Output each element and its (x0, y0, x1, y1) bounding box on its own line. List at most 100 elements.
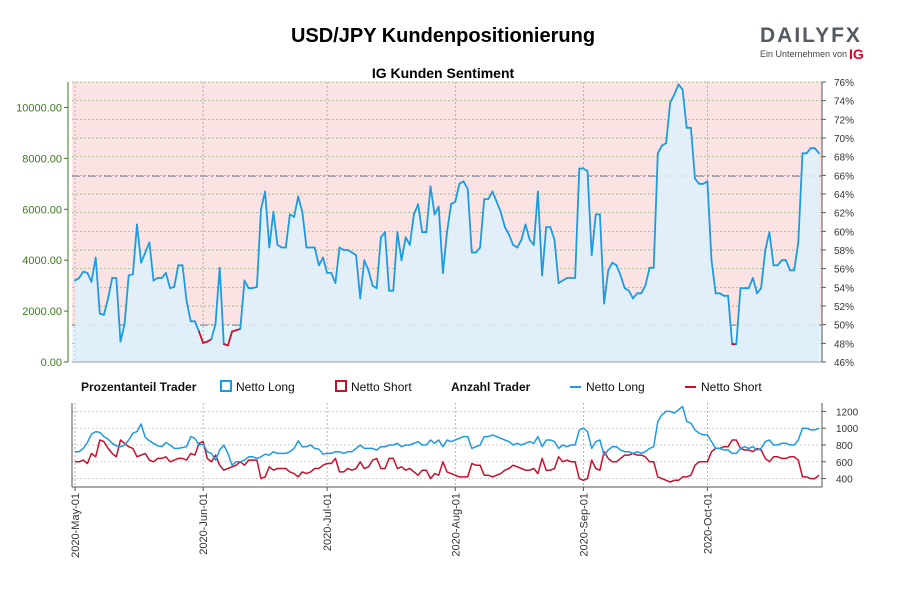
price-segment-long (293, 195, 300, 218)
price-segment-long (797, 152, 804, 244)
price-segment-long (148, 241, 155, 282)
price-segment-long (776, 259, 783, 267)
tick-label-right: 60% (834, 227, 854, 238)
legend-label-long-count: Netto Long (586, 380, 645, 394)
price-segment-long (619, 274, 626, 290)
main-panel: 46% 48% 50% 52% 54% 56% 58% 60% 62% 64% 66% 68% 70% 7… (16, 78, 854, 369)
price-segment-long (210, 322, 217, 341)
price-segment-long (185, 299, 192, 323)
legend-label-short: Netto Short (351, 380, 412, 394)
price-segment-long (417, 203, 424, 234)
tick-label-right: 46% (834, 358, 854, 369)
price-segment-long (549, 226, 556, 241)
price-segment-long (603, 269, 610, 305)
price-segment-long (355, 254, 362, 300)
price-segment-long (140, 251, 147, 264)
price-segment-long (268, 210, 275, 249)
price-segment-short (198, 330, 205, 344)
price-segment-long (193, 320, 200, 333)
legend: Prozentanteil Trader Netto Long Netto Shor… (81, 380, 762, 394)
legend-heading-percent: Prozentanteil Trader (81, 380, 197, 394)
price-segment-long (503, 226, 510, 236)
price-segment-long (255, 208, 262, 288)
price-segment-long (408, 213, 415, 246)
price-segment-long (425, 185, 432, 234)
price-segment-long (793, 241, 800, 272)
tick-label-left: 10000.00 (16, 102, 62, 114)
legend-label-short-count: Netto Short (701, 380, 762, 394)
price-segment-long (90, 256, 97, 283)
tick-label-right: 72% (834, 115, 854, 126)
price-segment-long (94, 256, 101, 315)
logo-sub: Ein Unternehmen von (760, 49, 847, 59)
tick-label-right: 70% (834, 134, 854, 145)
tick-label-right: 64% (834, 190, 854, 201)
tick-label-right: 76% (834, 78, 854, 89)
price-segment-long (131, 223, 138, 276)
price-segment-long (669, 93, 676, 104)
price-segment-long (574, 167, 581, 279)
price-segment-long (437, 205, 444, 274)
price-segment-long (656, 144, 663, 155)
price-segment-long (301, 210, 308, 249)
price-segment-long (239, 279, 246, 330)
price-segment-long (756, 287, 762, 295)
x-tick-label: 2020-Aug-01 (450, 493, 462, 557)
dailyfx-logo: DAILYFX Ein Unternehmen von IG (760, 24, 864, 62)
tick-label-right: 52% (834, 302, 854, 313)
x-tick-label: 2020-May-01 (70, 493, 82, 558)
tick-label-left: 6000.00 (22, 204, 62, 216)
legend-label-long: Netto Long (236, 380, 295, 394)
price-segment-long (375, 236, 382, 290)
price-segment-long (363, 259, 370, 272)
price-segment-long (644, 266, 651, 287)
tick-label-right: 62% (834, 209, 854, 220)
price-segment-long (632, 292, 638, 300)
tick-label-right: 68% (834, 153, 854, 164)
price-segment-long (173, 264, 180, 288)
price-segment-long (628, 289, 634, 300)
price-area (75, 84, 819, 362)
price-segment-long (164, 271, 172, 290)
price-segment-long (322, 256, 329, 274)
price-segment-long (181, 264, 188, 302)
bottom-tick-label: 800 (836, 441, 853, 452)
price-segment-long (441, 231, 448, 274)
price-segment-long (690, 126, 696, 180)
price-segment-long (412, 203, 420, 216)
price-segment-long (752, 277, 758, 295)
tick-label-right: 50% (834, 321, 854, 332)
tick-label-right: 54% (834, 283, 854, 294)
bottom-tick-label: 1000 (836, 424, 859, 435)
price-segment-long (317, 256, 324, 267)
price-segment-long (814, 147, 820, 155)
price-segment-long (760, 249, 767, 290)
price-segment-long (615, 264, 622, 277)
x-tick-label: 2020-Sep-01 (578, 493, 590, 557)
tick-label-left: 8000.00 (22, 153, 62, 165)
tick-label-left: 0.00 (41, 357, 62, 369)
price-segment-long (710, 259, 717, 295)
logo-ig: IG (849, 46, 864, 62)
price-segment-long (272, 210, 279, 246)
tick-label-left: 4000.00 (22, 255, 62, 267)
price-segment-long (735, 287, 742, 346)
long-trader-line (75, 405, 820, 466)
price-segment-long (681, 88, 688, 129)
price-segment-long (764, 231, 771, 251)
price-segment-long (768, 231, 775, 267)
price-segment-long (706, 180, 713, 262)
price-segment-long (479, 198, 486, 249)
price-segment-long (747, 277, 754, 290)
price-segment-long (243, 279, 250, 290)
chart-subtitle: IG Kunden Sentiment (372, 65, 515, 81)
x-tick-label: 2020-Jun-01 (198, 493, 210, 555)
price-segment-long (86, 271, 93, 283)
price-segment-long (495, 200, 502, 213)
tick-label-right: 56% (834, 265, 854, 276)
x-tick-label: 2020-Oct-01 (702, 493, 714, 554)
price-segment-long (640, 284, 647, 295)
price-segment-long (541, 226, 548, 277)
price-segment-long (214, 266, 221, 325)
